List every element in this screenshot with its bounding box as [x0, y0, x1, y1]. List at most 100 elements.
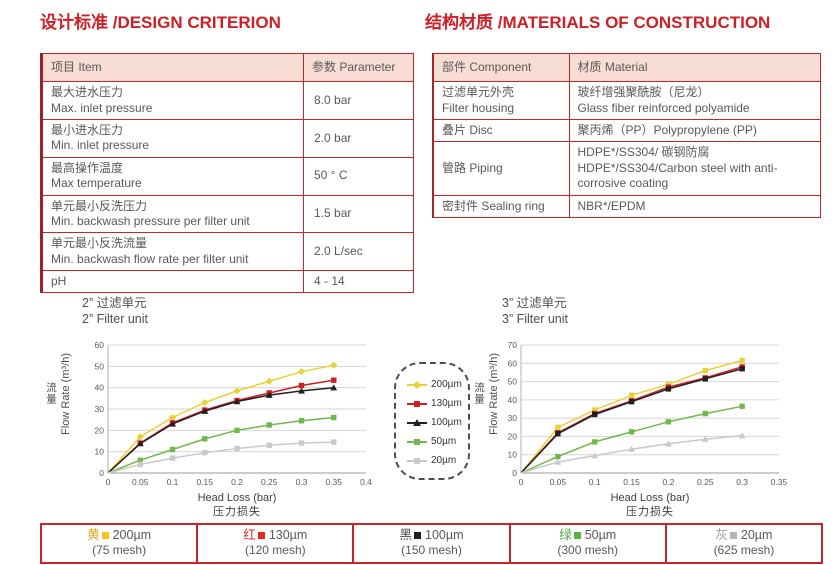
item-name-cn: 最小进水压力: [51, 123, 124, 138]
svg-text:0.25: 0.25: [261, 477, 278, 487]
legend-marker-icon: [407, 399, 427, 409]
legend-cell-green: 绿 50µm (300 mesh): [508, 525, 665, 562]
table-row: 过滤单元外壳 Filter housing 玻纤增强聚酰胺（尼龙） Glass fi…: [432, 81, 821, 121]
legend-label: 50µm: [431, 436, 457, 447]
table-row: 密封件 Sealing ring NBR*/EPDM: [432, 194, 821, 218]
chart-3inch-filter-unit: 3” 过滤单元 3” Filter unit 流量 Flow Rate (m³/…: [460, 295, 837, 527]
chart-title: 3” 过滤单元 3” Filter unit: [502, 295, 568, 327]
table-header-row: 项目 Item 参数 Parameter: [41, 52, 414, 83]
svg-text:20: 20: [95, 425, 105, 435]
legend-label: 200µm: [431, 379, 462, 390]
chart-title-cn: 2” 过滤单元: [82, 296, 147, 310]
x-axis-label: Head Loss (bar) 压力损失: [137, 491, 337, 519]
table-row: 叠片 Disc 聚丙烯（PP）Polypropylene (PP): [432, 119, 821, 143]
mesh-count: (120 mesh): [244, 543, 306, 557]
chart-title: 2” 过滤单元 2” Filter unit: [82, 295, 148, 327]
svg-text:0.15: 0.15: [196, 477, 213, 487]
color-char: 黑: [399, 528, 413, 542]
item-name-en: Min. backwash pressure per filter unit: [51, 213, 250, 228]
parameter-value: 50 ° C: [303, 156, 414, 196]
svg-text:0.3: 0.3: [296, 477, 308, 487]
material-name-cn: 玻纤增强聚酰胺（尼龙）: [577, 85, 710, 100]
y-axis-label-cn: 流量: [45, 382, 57, 406]
legend-cell-gray: 灰 20µm (625 mesh): [664, 525, 821, 562]
table-row: 最大进水压力 Max. inlet pressure 8.0 bar: [41, 81, 414, 121]
column-header-component: 部件 Component: [432, 52, 570, 83]
flow-rate-plot: 0 10 20 30 40 50 60 0 0.05 0.1 0.15 0.2 0.25 0.3 0.35 0…: [95, 340, 373, 487]
component-name-en: Filter housing: [442, 100, 515, 115]
color-char: 灰: [715, 528, 728, 542]
micron-size: 200µm: [112, 528, 152, 542]
svg-text:0.05: 0.05: [550, 477, 567, 487]
micron-size: 130µm: [268, 528, 308, 542]
legend-label: 100µm: [431, 417, 462, 428]
svg-text:50: 50: [508, 377, 518, 387]
parameter-value: 2.0 bar: [303, 119, 414, 158]
item-name-cn: 最大进水压力: [51, 85, 124, 100]
svg-text:40: 40: [95, 383, 105, 393]
materials-table: 部件 Component 材质 Material 过滤单元外壳 Filter ho…: [432, 52, 821, 218]
svg-text:0.4: 0.4: [360, 477, 372, 487]
chart-title-en: 3” Filter unit: [502, 312, 568, 326]
svg-text:0: 0: [99, 468, 104, 478]
x-axis-label-cn: 压力损失: [626, 506, 674, 518]
svg-text:0.25: 0.25: [697, 477, 714, 487]
item-name-en: Max temperature: [51, 176, 142, 191]
legend-marker-icon: [407, 418, 427, 428]
item-name-cn: 最高操作温度: [51, 160, 124, 175]
parameter-value: 2.0 L/sec: [303, 232, 414, 271]
svg-text:60: 60: [95, 340, 105, 350]
item-name-cn: pH: [51, 273, 67, 288]
legend-marker-icon: [407, 380, 427, 390]
legend-cell-black: 黑 100µm (150 mesh): [352, 525, 508, 562]
svg-text:0: 0: [519, 477, 524, 487]
chart-legend: 200µm 130µm 100µm 50µm 20µm: [394, 362, 470, 480]
table-row: 最高操作温度 Max temperature 50 ° C: [41, 156, 414, 196]
legend-marker-icon: [407, 437, 427, 447]
material-name-en: HDPE*/SS304/Carbon steel with anti-corro…: [577, 160, 778, 191]
svg-text:30: 30: [508, 413, 518, 423]
micron-size: 20µm: [740, 528, 773, 542]
y-axis-label-cn: 流量: [473, 382, 485, 406]
legend-cell-yellow: 黄 200µm (75 mesh): [42, 525, 196, 562]
item-name-cn: 单元最小反洗压力: [51, 198, 148, 213]
table-header-row: 部件 Component 材质 Material: [432, 52, 821, 83]
svg-text:40: 40: [508, 395, 518, 405]
y-axis-label-en: Flow Rate (m³/h): [60, 353, 72, 435]
svg-text:10: 10: [508, 450, 518, 460]
svg-text:70: 70: [508, 340, 518, 350]
color-swatch-icon: [573, 532, 581, 539]
svg-text:0.35: 0.35: [325, 477, 342, 487]
table-row: 最小进水压力 Min. inlet pressure 2.0 bar: [41, 119, 414, 158]
material-name-cn: NBR*/EPDM: [577, 198, 646, 213]
legend-item: 200µm: [407, 375, 468, 394]
svg-text:0.15: 0.15: [623, 477, 640, 487]
table-row: 单元最小反洗压力 Min. backwash pressure per filte…: [41, 194, 414, 234]
svg-text:0.3: 0.3: [736, 477, 748, 487]
micron-size: 50µm: [584, 528, 617, 542]
legend-item: 100µm: [407, 413, 468, 432]
color-char: 绿: [559, 528, 572, 542]
svg-text:0: 0: [512, 468, 517, 478]
parameter-value: 8.0 bar: [303, 81, 414, 121]
svg-text:50: 50: [95, 361, 105, 371]
svg-text:0.2: 0.2: [231, 477, 243, 487]
x-axis-label-cn: 压力损失: [213, 506, 261, 518]
svg-text:60: 60: [508, 358, 518, 368]
mesh-count: (75 mesh): [92, 543, 147, 557]
svg-text:30: 30: [95, 404, 105, 414]
component-name-cn: 过滤单元外壳: [442, 85, 515, 100]
color-swatch-icon: [414, 532, 422, 539]
material-name-cn: HDPE*/SS304/ 碳钢防腐: [577, 145, 710, 160]
chart-title-en: 2” Filter unit: [82, 312, 148, 326]
table-row: 单元最小反洗流量 Min. backwash flow rate per filt…: [41, 232, 414, 271]
item-name-cn: 单元最小反洗流量: [51, 236, 148, 251]
design-criterion-table: 项目 Item 参数 Parameter 最大进水压力 Max. inlet pr…: [40, 52, 414, 294]
legend-item: 50µm: [407, 432, 468, 451]
page-title-design-criterion: 设计标准 /DESIGN CRITERION: [40, 13, 281, 32]
legend-label: 20µm: [431, 455, 457, 466]
item-name-en: Min. inlet pressure: [51, 138, 150, 153]
material-name-cn: 聚丙烯（PP）Polypropylene (PP): [577, 123, 757, 138]
svg-text:10: 10: [95, 447, 105, 457]
mesh-count: (625 mesh): [713, 543, 775, 557]
